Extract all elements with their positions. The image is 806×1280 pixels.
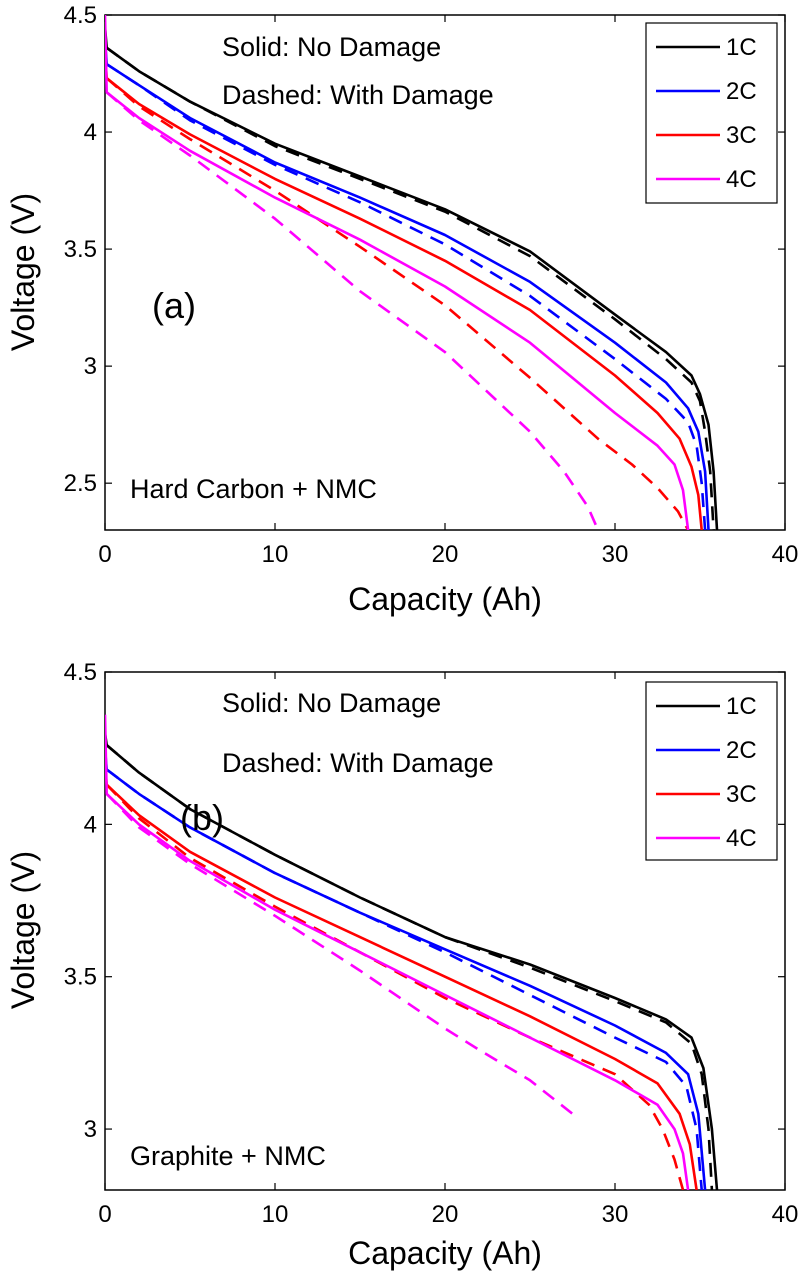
annotation-dashed: Dashed: With Damage	[222, 748, 494, 778]
y-axis-label: Voltage (V)	[5, 851, 41, 1009]
x-axis-label: Capacity (Ah)	[348, 581, 542, 617]
series-line-2c-damaged	[105, 63, 707, 530]
y-tick-label: 4	[84, 811, 97, 838]
legend: 1C 2C 3C 4C	[645, 22, 778, 204]
y-tick-label: 4.5	[64, 2, 97, 29]
series-line-3c-damaged	[105, 77, 690, 530]
x-tick-label: 40	[772, 1201, 799, 1228]
x-axis-label: Capacity (Ah)	[348, 1235, 542, 1271]
legend-label: 1C	[726, 693, 757, 720]
legend-label: 4C	[726, 825, 757, 852]
annotation-solid: Solid: No Damage	[222, 32, 441, 62]
series-line-4c	[105, 714, 690, 1190]
annotation-solid: Solid: No Damage	[222, 688, 441, 718]
legend-box	[645, 22, 778, 204]
y-tick-label: 3	[84, 1116, 97, 1143]
y-tick-label: 3.5	[64, 236, 97, 263]
legend-label: 2C	[726, 737, 757, 764]
legend: 1C 2C 3C 4C	[645, 681, 778, 861]
y-tick-label: 3.5	[64, 964, 97, 991]
panel-label: (a)	[152, 285, 196, 326]
legend-label: 3C	[726, 122, 757, 149]
x-tick-label: 20	[432, 541, 459, 568]
y-tick-label: 4.5	[64, 659, 97, 686]
annotation-dashed: Dashed: With Damage	[222, 80, 494, 110]
series-line-1c-damaged	[105, 46, 715, 530]
legend-label: 4C	[726, 166, 757, 193]
x-tick-label: 0	[98, 541, 111, 568]
x-tick-label: 30	[602, 1201, 629, 1228]
panel-label: (b)	[180, 797, 224, 838]
series-line-3c	[105, 763, 698, 1190]
chemistry-label: Hard Carbon + NMC	[130, 474, 377, 504]
x-tick-label: 30	[602, 541, 629, 568]
x-tick-label: 20	[432, 1201, 459, 1228]
legend-label: 1C	[726, 34, 757, 61]
series-line-2c	[105, 748, 707, 1190]
legend-box	[645, 681, 778, 861]
panel-a: 0 10 20 30 40 2.5 3 3.5 4 4.5 Solid: No Damage Da…	[5, 2, 798, 617]
x-tick-label: 10	[262, 1201, 289, 1228]
series-line-1c-damaged	[105, 744, 714, 1190]
y-tick-label: 2.5	[64, 470, 97, 497]
y-axis-label: Voltage (V)	[5, 193, 41, 351]
series-line-4c-damaged	[105, 91, 600, 530]
y-tick-label: 4	[84, 119, 97, 146]
y-tick-label: 3	[84, 353, 97, 380]
series-line-4c	[105, 15, 690, 530]
legend-label: 3C	[726, 781, 757, 808]
panel-b: 0 10 20 30 40 3 3.5 4 4.5 Solid: No Damage Dashe…	[5, 659, 798, 1271]
series-line-2c-damaged	[105, 768, 703, 1190]
x-tick-label: 0	[98, 1201, 111, 1228]
series-line-3c	[105, 50, 703, 530]
series-line-3c-damaged	[105, 783, 685, 1190]
series-line-4c-damaged	[105, 792, 574, 1115]
x-tick-label: 10	[262, 541, 289, 568]
legend-label: 2C	[726, 78, 757, 105]
chemistry-label: Graphite + NMC	[130, 1141, 326, 1171]
x-tick-label: 40	[772, 541, 799, 568]
